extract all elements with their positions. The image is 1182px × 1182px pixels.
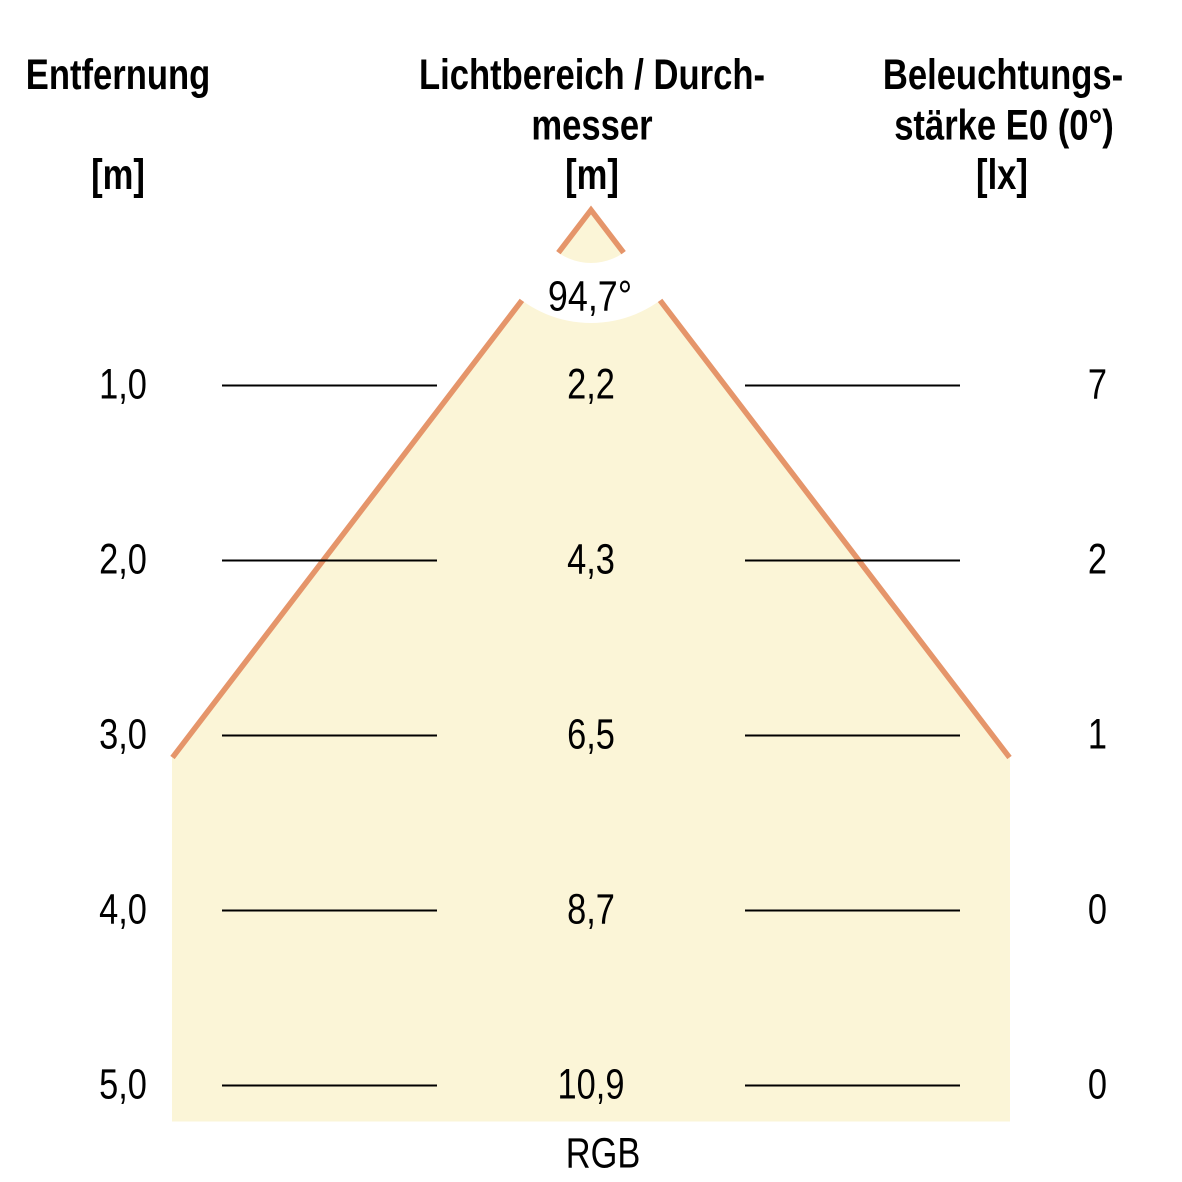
svg-text:Entfernung: Entfernung	[26, 52, 211, 99]
svg-text:10,9: 10,9	[558, 1061, 625, 1108]
svg-text:stärke E0 (0°): stärke E0 (0°)	[894, 102, 1114, 149]
svg-text:4,3: 4,3	[567, 536, 615, 583]
svg-text:[m]: [m]	[91, 152, 145, 199]
svg-text:RGB: RGB	[566, 1130, 641, 1177]
svg-text:94,7°: 94,7°	[548, 273, 632, 321]
svg-text:[lx]: [lx]	[976, 152, 1028, 199]
svg-text:Lichtbereich / Durch-: Lichtbereich / Durch-	[419, 52, 765, 99]
svg-text:5,0: 5,0	[99, 1061, 147, 1108]
svg-text:2,0: 2,0	[99, 536, 147, 583]
svg-text:4,0: 4,0	[99, 886, 147, 933]
svg-text:0: 0	[1088, 1061, 1107, 1108]
svg-text:1,0: 1,0	[99, 361, 147, 408]
svg-text:0: 0	[1088, 886, 1107, 933]
svg-text:8,7: 8,7	[567, 886, 615, 933]
svg-text:1: 1	[1088, 711, 1107, 758]
svg-text:messer: messer	[531, 102, 652, 149]
svg-text:Beleuchtungs-: Beleuchtungs-	[883, 52, 1123, 99]
svg-text:2,2: 2,2	[567, 361, 615, 408]
svg-text:7: 7	[1088, 361, 1107, 408]
svg-text:6,5: 6,5	[567, 711, 615, 758]
svg-text:[m]: [m]	[565, 152, 619, 199]
svg-text:3,0: 3,0	[99, 711, 147, 758]
svg-text:2: 2	[1088, 536, 1107, 583]
